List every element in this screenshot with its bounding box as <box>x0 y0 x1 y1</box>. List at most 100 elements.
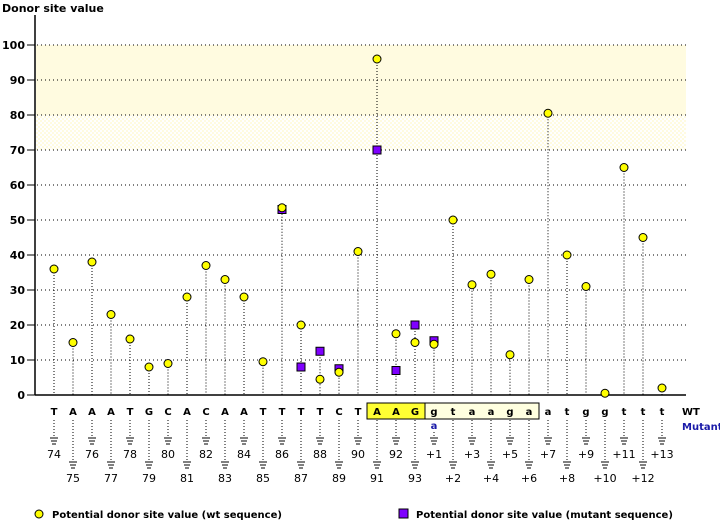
wt-base: t <box>451 407 456 418</box>
wt-base: a <box>488 407 495 418</box>
wt-point <box>258 357 268 367</box>
position-label: 79 <box>142 472 156 485</box>
y-tick-label: 20 <box>10 319 26 332</box>
wt-point <box>353 247 363 256</box>
position-label: 83 <box>218 472 232 485</box>
position-label: +12 <box>631 472 654 485</box>
y-tick-label: 50 <box>10 214 26 227</box>
wt-base: g <box>601 407 608 418</box>
wt-point <box>581 282 591 291</box>
wt-point <box>144 362 154 372</box>
y-tick-label: 100 <box>2 39 25 52</box>
position-label: +10 <box>593 472 616 485</box>
legend-wt-marker-icon <box>34 509 44 519</box>
highlight-bands <box>36 45 686 150</box>
position-label: +13 <box>650 448 673 461</box>
wt-base: C <box>335 407 342 418</box>
wt-base: A <box>107 407 115 418</box>
position-label: +8 <box>559 472 575 485</box>
wt-base: T <box>279 407 286 418</box>
position-label: 90 <box>351 448 365 461</box>
wt-point <box>220 275 230 284</box>
wt-point <box>600 388 610 398</box>
wt-base: T <box>127 407 134 418</box>
wt-base: t <box>641 407 646 418</box>
mutant-point <box>372 145 382 155</box>
wt-point <box>182 292 192 302</box>
position-label: +11 <box>612 448 635 461</box>
position-label: 78 <box>123 448 137 461</box>
wt-base: A <box>240 407 248 418</box>
wt-base: T <box>355 407 362 418</box>
y-axis: 0 10 20 30 40 50 60 70 80 90 100 <box>2 15 686 402</box>
wt-base: G <box>145 407 153 418</box>
wt-base: T <box>51 407 58 418</box>
position-label: 76 <box>85 448 99 461</box>
wt-base: t <box>660 407 665 418</box>
legend-wt-label: Potential donor site value (wt sequence) <box>52 510 282 520</box>
wt-point <box>562 250 572 260</box>
legend: Potential donor site value (wt sequence)… <box>34 508 673 520</box>
wt-point <box>315 374 325 384</box>
position-label: 85 <box>256 472 270 485</box>
wt-base: a <box>469 407 476 418</box>
highlight-band <box>36 115 686 150</box>
wt-point <box>410 338 420 347</box>
wt-point <box>106 310 116 319</box>
mutant-point <box>410 320 420 330</box>
y-tick-label: 80 <box>10 109 26 122</box>
y-tick-label: 30 <box>10 284 26 297</box>
wt-base: T <box>260 407 267 418</box>
wt-base: C <box>202 407 209 418</box>
wt-base: g <box>506 407 513 418</box>
gridlines <box>37 44 686 361</box>
wt-point <box>505 350 515 360</box>
wt-point <box>49 264 59 274</box>
position-label: +1 <box>426 448 442 461</box>
y-tick-label: 0 <box>17 389 25 402</box>
sequence-row: T 74 A 75 A 76 A 77 T 78 G 79 C 80 A 81 C 82 A 83 A 84 T 85 T 86 T… <box>47 402 720 485</box>
mutant-point <box>391 366 401 375</box>
position-label: +4 <box>483 472 499 485</box>
wt-base: T <box>317 407 324 418</box>
stems <box>53 59 663 395</box>
position-label: 91 <box>370 472 384 485</box>
wt-point <box>296 320 306 330</box>
position-label: 89 <box>332 472 346 485</box>
position-label: 84 <box>237 448 251 461</box>
position-label: 88 <box>313 448 327 461</box>
wt-base: A <box>183 407 191 418</box>
position-label: 93 <box>408 472 422 485</box>
wt-point <box>277 203 287 213</box>
wt-base: A <box>373 407 381 418</box>
wt-point <box>239 292 249 302</box>
wt-point <box>638 233 648 242</box>
wt-row-label: WT <box>682 407 700 418</box>
wt-base: t <box>565 407 570 418</box>
position-label: 77 <box>104 472 118 485</box>
wt-base: g <box>582 407 589 418</box>
wt-point <box>429 339 439 349</box>
position-label: 74 <box>47 448 61 461</box>
wt-point <box>467 280 477 290</box>
mutant-point <box>296 362 306 372</box>
wt-point <box>543 108 553 118</box>
position-label: +6 <box>521 472 537 485</box>
position-label: +7 <box>540 448 556 461</box>
wt-base: a <box>526 407 533 418</box>
position-label: 87 <box>294 472 308 485</box>
wt-point <box>448 215 458 225</box>
mutant-base: a <box>431 421 438 432</box>
position-label: +9 <box>578 448 594 461</box>
position-label: 82 <box>199 448 213 461</box>
legend-mutant-label: Potential donor site value (mutant seque… <box>416 510 673 520</box>
wt-point <box>125 334 135 344</box>
wt-base: A <box>392 407 400 418</box>
position-label: 80 <box>161 448 175 461</box>
wt-base: T <box>298 407 305 418</box>
y-tick-label: 40 <box>10 249 26 262</box>
position-label: 86 <box>275 448 289 461</box>
wt-base: A <box>69 407 77 418</box>
wt-point <box>68 338 78 347</box>
